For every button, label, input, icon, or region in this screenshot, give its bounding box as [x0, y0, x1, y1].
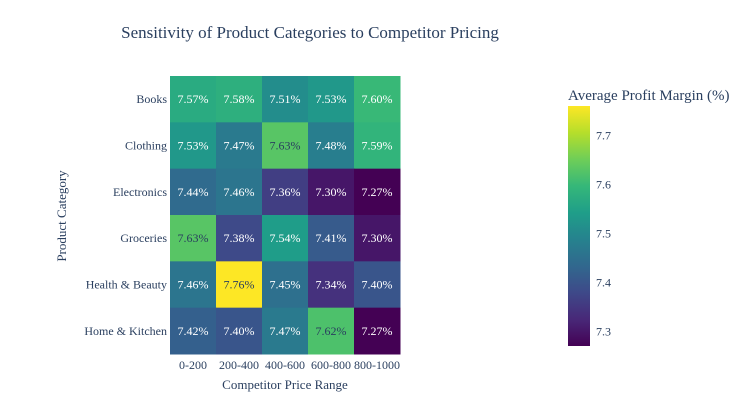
heatmap-cell: [170, 122, 217, 170]
heatmap-cell: [354, 168, 401, 216]
heatmap-cell: [170, 215, 217, 262]
y-axis-title: Product Category: [54, 170, 69, 262]
heatmap-cell: [170, 168, 217, 216]
colorbar-tick-label: 7.3: [596, 324, 611, 338]
y-tick-label: Groceries: [120, 231, 167, 245]
heatmap-cell: [262, 168, 309, 216]
heatmap-cell: [308, 122, 355, 170]
cell-value-label: 7.47%: [270, 324, 301, 338]
heatmap-cell: [262, 215, 309, 262]
cell-value-label: 7.54%: [270, 231, 301, 245]
cell-value-label: 7.34%: [316, 278, 347, 292]
x-tick-label: 400-600: [265, 358, 305, 372]
x-tick-label: 200-400: [219, 358, 259, 372]
heatmap-cell: [170, 307, 217, 355]
heatmap-cells: [170, 76, 401, 355]
cell-value-label: 7.30%: [316, 185, 347, 199]
cell-value-label: 7.57%: [178, 92, 209, 106]
cell-value-label: 7.63%: [270, 139, 301, 153]
chart-title: Sensitivity of Product Categories to Com…: [121, 23, 499, 42]
heatmap-cell: [170, 261, 217, 309]
cell-value-label: 7.45%: [270, 278, 301, 292]
heatmap-cell: [308, 76, 355, 123]
y-tick-label: Electronics: [113, 185, 167, 199]
cell-value-label: 7.46%: [224, 185, 255, 199]
colorbar-title: Average Profit Margin (%): [568, 88, 729, 104]
cell-value-label: 7.38%: [224, 231, 255, 245]
cell-value-label: 7.76%: [224, 278, 255, 292]
heatmap-cell: [354, 122, 401, 170]
cell-value-label: 7.30%: [362, 231, 393, 245]
heatmap-cell: [216, 76, 263, 123]
heatmap-cell: [216, 168, 263, 216]
x-axis-ticks: 0-200 200-400 400-600 600-800 800-1000: [179, 358, 400, 372]
heatmap-cell: [354, 307, 401, 355]
cell-value-label: 7.42%: [178, 324, 209, 338]
cell-value-label: 7.51%: [270, 92, 301, 106]
heatmap-cell: [354, 215, 401, 262]
cell-value-label: 7.53%: [316, 92, 347, 106]
cell-value-label: 7.58%: [224, 92, 255, 106]
cell-value-label: 7.40%: [362, 278, 393, 292]
heatmap-cell: [262, 307, 309, 355]
cell-value-label: 7.27%: [362, 185, 393, 199]
cell-value-label: 7.40%: [224, 324, 255, 338]
heatmap-cell: [216, 261, 263, 309]
heatmap-cell: [308, 307, 355, 355]
heatmap-cell-labels: 7.57% 7.58% 7.51% 7.53% 7.60% 7.53% 7.47% 7.63%…: [178, 92, 393, 338]
heatmap-cell: [354, 76, 401, 123]
heatmap-cell: [262, 76, 309, 123]
colorbar-tick-label: 7.6: [596, 177, 611, 191]
x-tick-label: 600-800: [311, 358, 351, 372]
cell-value-label: 7.41%: [316, 231, 347, 245]
cell-value-label: 7.59%: [362, 139, 393, 153]
y-tick-label: Health & Beauty: [86, 278, 167, 292]
heatmap-cell: [308, 215, 355, 262]
cell-value-label: 7.60%: [362, 92, 393, 106]
colorbar-tick-label: 7.4: [596, 275, 611, 289]
cell-value-label: 7.36%: [270, 185, 301, 199]
y-tick-label: Home & Kitchen: [84, 324, 167, 338]
y-tick-label: Clothing: [125, 139, 167, 153]
heatmap-cell: [354, 261, 401, 309]
y-axis-ticks: Books Clothing Electronics Groceries Health …: [84, 92, 167, 338]
cell-value-label: 7.47%: [224, 139, 255, 153]
x-tick-label: 0-200: [179, 358, 207, 372]
heatmap-cell: [262, 122, 309, 170]
heatmap-cell: [216, 307, 263, 355]
cell-value-label: 7.27%: [362, 324, 393, 338]
heatmap-cell: [308, 168, 355, 216]
heatmap-cell: [216, 215, 263, 262]
heatmap-cell: [216, 122, 263, 170]
colorbar-tick-label: 7.5: [596, 226, 611, 240]
cell-value-label: 7.63%: [178, 231, 209, 245]
y-tick-label: Books: [136, 92, 167, 106]
cell-value-label: 7.53%: [178, 139, 209, 153]
heatmap-cell: [308, 261, 355, 309]
colorbar: [568, 106, 590, 346]
x-axis-title: Competitor Price Range: [222, 377, 348, 392]
cell-value-label: 7.44%: [178, 185, 209, 199]
cell-value-label: 7.48%: [316, 139, 347, 153]
colorbar-ticks: 7.3 7.4 7.5 7.6 7.7: [596, 128, 611, 338]
x-tick-label: 800-1000: [354, 358, 400, 372]
colorbar-tick-label: 7.7: [596, 128, 611, 142]
heatmap-cell: [170, 76, 217, 123]
cell-value-label: 7.46%: [178, 278, 209, 292]
cell-value-label: 7.62%: [316, 324, 347, 338]
heatmap-cell: [262, 261, 309, 309]
